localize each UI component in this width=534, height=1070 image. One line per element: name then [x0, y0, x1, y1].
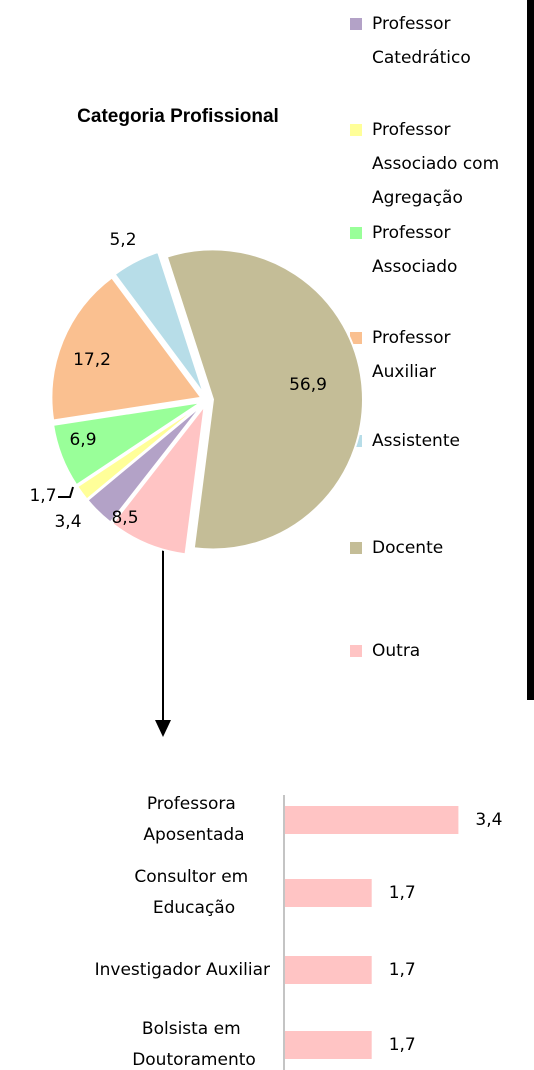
arrow-head — [155, 720, 171, 737]
data-label: 17,2 — [73, 350, 111, 370]
category-label: Consultor em Educação — [134, 867, 253, 918]
legend-label: Assistente — [372, 431, 460, 451]
category-label: Investigador Auxiliar — [95, 960, 270, 980]
pie-slice — [113, 250, 206, 396]
pie-slice — [75, 402, 203, 501]
data-label: 56,9 — [289, 375, 327, 395]
legend-label: Professor Auxiliar — [372, 328, 456, 382]
legend-swatch — [350, 124, 362, 136]
data-label: 5,2 — [109, 230, 136, 250]
data-label: 3,4 — [475, 810, 502, 830]
data-label: 1,7 — [29, 486, 56, 506]
bar — [285, 1031, 372, 1059]
pie-slice — [50, 276, 204, 422]
legend-label: Outra — [372, 641, 420, 661]
leader-line — [58, 486, 74, 498]
category-label: Professora Aposentada — [143, 794, 244, 845]
legend-swatch — [350, 227, 362, 239]
chart-title: Categoria Profissional — [77, 106, 279, 127]
pie-slice — [165, 248, 364, 551]
legend-label: Docente — [372, 538, 443, 558]
category-label: Bolsista em Doutoramento — [132, 1019, 256, 1070]
data-label: 6,9 — [69, 430, 96, 450]
legend-label: Professor Associado com Agregação — [372, 120, 505, 208]
bar — [285, 956, 372, 984]
legend-swatch — [350, 18, 362, 30]
data-label: 8,5 — [111, 508, 138, 528]
data-label: 1,7 — [389, 1035, 416, 1055]
data-label: 1,7 — [389, 883, 416, 903]
legend-swatch — [350, 332, 362, 344]
pie-slice — [51, 401, 202, 487]
data-label: 3,4 — [54, 512, 81, 532]
legend-label: Professor Catedrático — [372, 14, 471, 68]
edge-bar — [527, 0, 534, 700]
legend-label: Professor Associado — [372, 223, 457, 277]
legend-swatch — [350, 542, 362, 554]
bar — [285, 806, 459, 834]
pie-slice — [110, 402, 207, 556]
bar — [285, 879, 372, 907]
legend-swatch — [350, 645, 362, 657]
data-label: 1,7 — [389, 960, 416, 980]
